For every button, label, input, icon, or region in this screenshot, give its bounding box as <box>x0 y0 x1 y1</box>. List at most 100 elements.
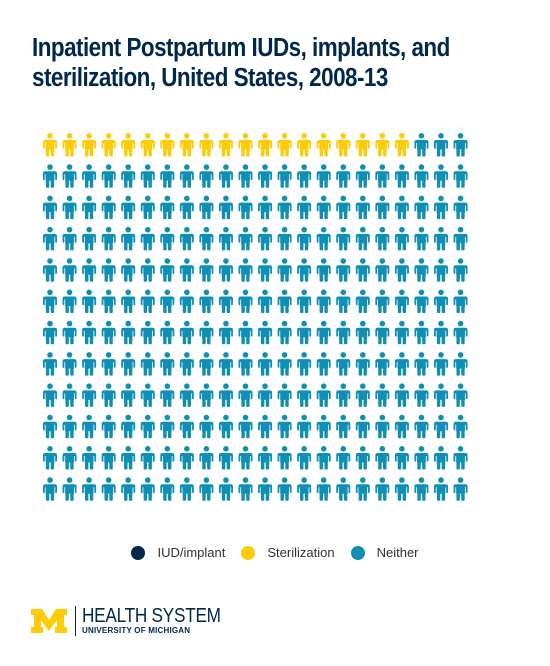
person-icon-neither <box>160 164 175 188</box>
person-icon-neither <box>43 414 57 439</box>
person-icon-neither <box>355 164 370 188</box>
person-icon-neither <box>375 477 390 501</box>
person-icon-neither <box>121 195 136 220</box>
person-icon-neither <box>43 289 57 313</box>
person-icon-neither <box>394 477 409 501</box>
person-icon-neither <box>62 446 77 470</box>
person-icon-neither <box>355 414 370 439</box>
person-icon-neither <box>199 446 214 470</box>
person-icon-neither <box>355 289 370 313</box>
person-icon-neither <box>434 446 448 470</box>
person-icon-neither <box>414 352 429 376</box>
legend-label-neither: Neither <box>376 545 419 560</box>
person-icon-neither <box>238 477 253 501</box>
person-icon-sterilization <box>43 133 57 157</box>
person-icon-neither <box>355 446 370 470</box>
person-icon-neither <box>336 164 351 188</box>
person-icon-neither <box>258 195 273 220</box>
person-icon-neither <box>199 195 214 220</box>
legend-swatch-sterilization <box>241 545 256 560</box>
person-icon-neither <box>199 164 214 188</box>
person-icon-neither <box>414 226 429 251</box>
person-icon-sterilization <box>140 133 155 157</box>
person-icon-neither <box>355 195 370 220</box>
person-icon-neither <box>199 226 214 251</box>
person-icon-sterilization <box>258 133 273 157</box>
person-icon-neither <box>179 226 194 251</box>
person-icon-sterilization <box>297 133 312 157</box>
block-m-logo-icon <box>31 609 67 633</box>
person-icon-neither <box>238 226 253 251</box>
person-icon-neither <box>62 226 77 251</box>
person-icon-neither <box>62 258 77 282</box>
person-icon-sterilization <box>160 133 175 157</box>
person-icon-neither <box>218 258 233 282</box>
person-icon-neither <box>414 414 429 439</box>
person-icon-neither <box>179 477 194 501</box>
person-icon-neither <box>179 258 194 282</box>
person-icon-neither <box>434 133 448 157</box>
person-icon-neither <box>140 383 155 407</box>
person-icon-neither <box>160 289 175 313</box>
person-icon-neither <box>258 446 273 470</box>
person-icon-neither <box>140 226 155 251</box>
person-icon-neither <box>434 352 448 376</box>
person-icon-neither <box>199 414 214 439</box>
person-icon-neither <box>238 414 253 439</box>
person-icon-neither <box>297 383 312 407</box>
person-icon-neither <box>140 164 155 188</box>
person-icon-neither <box>218 446 233 470</box>
person-icon-neither <box>160 414 175 439</box>
person-icon-neither <box>258 383 273 407</box>
person-icon-neither <box>277 258 292 282</box>
person-icon-neither <box>336 258 351 282</box>
person-icon-sterilization <box>218 133 233 157</box>
person-icon-neither <box>82 195 97 220</box>
person-icon-neither <box>434 289 448 313</box>
person-icon-neither <box>140 414 155 439</box>
person-icon-neither <box>453 133 468 157</box>
person-icon-neither <box>258 164 273 188</box>
person-icon-neither <box>297 352 312 376</box>
person-icon-neither <box>375 164 390 188</box>
legend-swatch-iud-implant <box>131 545 146 560</box>
person-icon-neither <box>121 446 136 470</box>
person-icon-neither <box>297 195 312 220</box>
person-icon-neither <box>43 446 57 470</box>
person-icon-neither <box>82 226 97 251</box>
person-icon-neither <box>355 383 370 407</box>
person-icon-neither <box>297 258 312 282</box>
person-icon-neither <box>121 320 136 345</box>
person-icon-neither <box>297 446 312 470</box>
person-icon-neither <box>277 477 292 501</box>
person-icon-neither <box>414 383 429 407</box>
legend-label-iud-implant: IUD/implant <box>157 545 226 560</box>
person-icon-neither <box>101 414 116 439</box>
person-icon-neither <box>179 195 194 220</box>
person-icon-neither <box>62 414 77 439</box>
person-icon-neither <box>277 446 292 470</box>
person-icon-neither <box>355 477 370 501</box>
person-icon-neither <box>101 164 116 188</box>
person-icon-sterilization <box>375 133 390 157</box>
person-icon-neither <box>258 226 273 251</box>
person-icon-neither <box>238 383 253 407</box>
person-icon-neither <box>336 226 351 251</box>
person-icon-neither <box>179 289 194 313</box>
person-icon-neither <box>140 320 155 345</box>
person-icon-neither <box>258 289 273 313</box>
person-icon-neither <box>62 352 77 376</box>
person-icon-neither <box>62 164 77 188</box>
person-icon-neither <box>199 258 214 282</box>
person-icon-sterilization <box>121 133 136 157</box>
person-icon-neither <box>336 320 351 345</box>
person-icon-neither <box>121 289 136 313</box>
person-icon-neither <box>375 195 390 220</box>
person-icon-neither <box>336 446 351 470</box>
person-icon-neither <box>394 258 409 282</box>
person-icon-neither <box>434 258 448 282</box>
person-icon-neither <box>218 226 233 251</box>
person-icon-neither <box>277 352 292 376</box>
person-icon-neither <box>414 320 429 345</box>
person-icon-neither <box>375 414 390 439</box>
